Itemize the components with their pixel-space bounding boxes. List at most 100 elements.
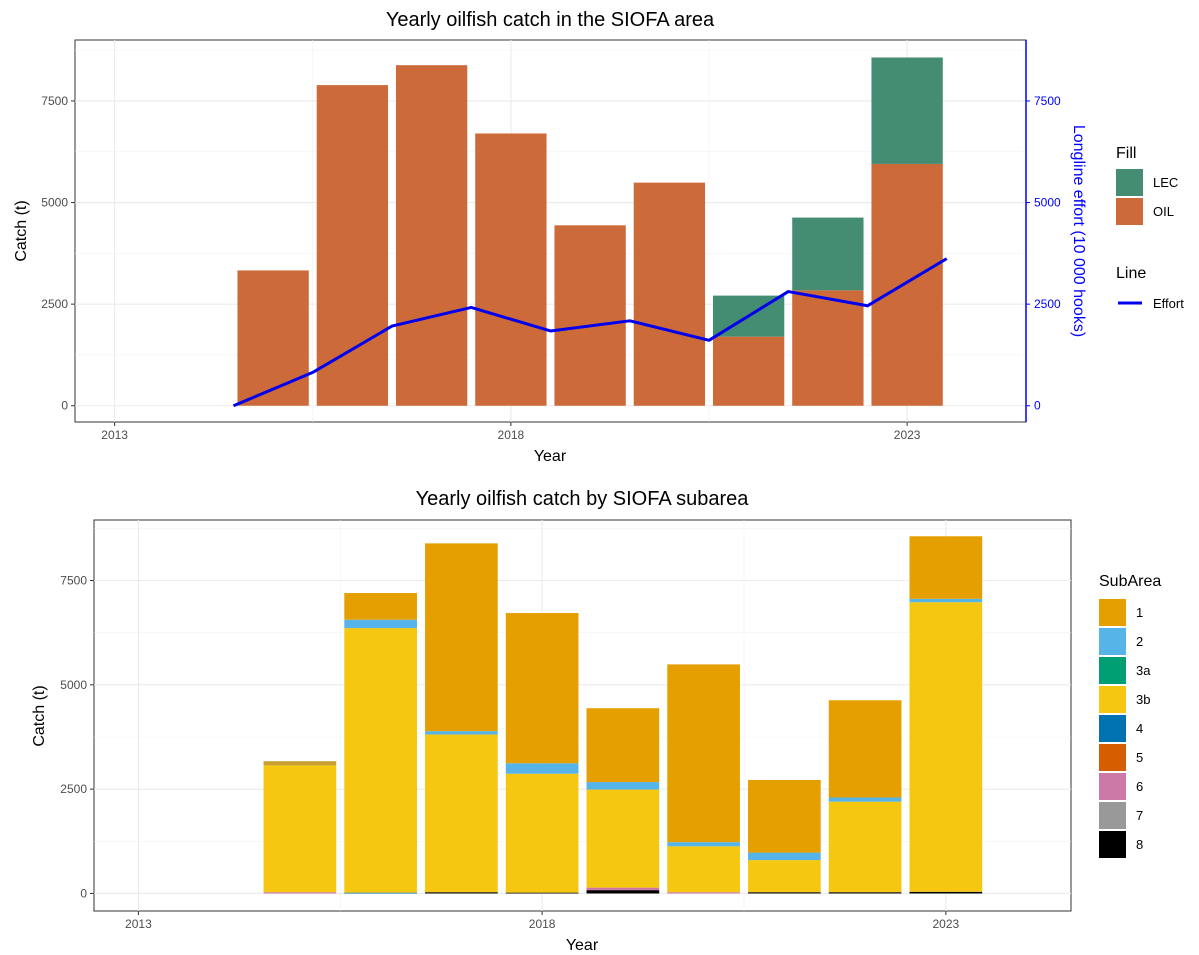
chart1-legend: Fill LEC OIL Line Effort [1116, 145, 1184, 311]
y-tick-label: 5000 [41, 196, 68, 210]
chart1-y2-axis-title: Longline effort (10 000 hooks) [1070, 125, 1087, 337]
x-tick-label: 2018 [529, 917, 556, 931]
legend-swatch-4 [1099, 715, 1126, 742]
x-tick-label: 2023 [932, 917, 959, 931]
legend-label-7: 7 [1136, 808, 1143, 823]
bar-oil-2020 [633, 182, 706, 406]
legend-swatch-1 [1099, 599, 1126, 626]
bar-1-2018 [505, 613, 579, 764]
legend-label-2: 2 [1136, 634, 1143, 649]
bar-8-2022 [828, 892, 902, 894]
legend-swatch-3b [1099, 686, 1126, 713]
bar-2-2017 [425, 731, 498, 735]
bar-1-2017 [425, 543, 498, 732]
bar-6-2019 [586, 887, 660, 891]
bar-4-2016 [344, 892, 417, 894]
bar-3b-2022 [828, 801, 902, 893]
y-tick-label: 2500 [41, 297, 68, 311]
chart2-legend: SubArea 1 2 3a 3b 4 5 6 7 8 [1099, 573, 1161, 858]
legend-label-lec: LEC [1153, 175, 1178, 190]
y-tick-label: 0 [61, 399, 68, 413]
line-legend-title: Line [1116, 265, 1146, 282]
bar-8-2019 [586, 890, 660, 894]
bar-3b-2015 [263, 765, 337, 893]
chart2-y-axis-title: Catch (t) [31, 685, 48, 746]
x-tick-label: 2023 [894, 428, 921, 442]
bar-1-2019 [586, 708, 660, 783]
y-tick-label: 7500 [41, 94, 68, 108]
chart1-effort-line [232, 257, 948, 408]
y2-tick-label: 5000 [1034, 196, 1061, 210]
chart1-x-axis-title: Year [534, 448, 567, 465]
bar-3b-2023 [909, 602, 983, 892]
y2-tick-label: 7500 [1034, 94, 1061, 108]
subarea-legend-title: SubArea [1099, 573, 1161, 590]
legend-label-4: 4 [1136, 721, 1143, 736]
chart1-title: Yearly oilfish catch in the SIOFA area [386, 9, 715, 31]
legend-swatch-5 [1099, 744, 1126, 771]
catch-by-fill-chart: Yearly oilfish catch in the SIOFA area 2… [13, 9, 1184, 465]
legend-swatch-6 [1099, 773, 1126, 800]
legend-label-3b: 3b [1136, 692, 1150, 707]
chart2-panel [93, 519, 1072, 912]
chart2-title: Yearly oilfish catch by SIOFA subarea [416, 488, 750, 510]
y-tick-label: 7500 [60, 574, 87, 588]
bar-oil-2017 [395, 65, 468, 406]
bar-2-2019 [586, 782, 660, 790]
chart2-axes: 2013 2018 2023 0 2500 5000 7500 [60, 574, 959, 931]
bar-3b-2018 [505, 773, 579, 893]
chart1-bars [237, 57, 943, 406]
bar-1-2016 [344, 593, 417, 620]
bar-1-2022 [828, 700, 902, 798]
bar-oil-2021 [712, 336, 785, 406]
chart1-axes: 2013 2018 2023 0 2500 5000 7500 0 2500 5000 7500 [41, 40, 1061, 442]
bar-1-2023 [909, 536, 983, 599]
legend-swatch-7 [1099, 802, 1126, 829]
bar-2-2020 [667, 842, 740, 847]
bar-3b-2017 [425, 734, 498, 893]
bar-3b-2020 [667, 846, 740, 893]
legend-swatch-2 [1099, 628, 1126, 655]
y2-tick-label: 0 [1034, 399, 1041, 413]
bar-2-2016 [344, 619, 417, 629]
bar-3b-2016 [344, 628, 417, 893]
bar-8-2023 [909, 891, 983, 894]
bar-lec-2022 [792, 217, 864, 291]
effort-line [232, 257, 948, 408]
bar-1-2021 [748, 779, 821, 853]
legend-swatch-lec [1116, 169, 1143, 196]
bar-8-2021 [748, 892, 821, 894]
legend-label-8: 8 [1136, 837, 1143, 852]
bar-2-2021 [748, 852, 821, 861]
fill-legend-title: Fill [1116, 145, 1136, 162]
bar-oil-2016 [316, 85, 389, 406]
bar-oil-2023 [871, 163, 943, 406]
chart2-x-axis-title: Year [566, 937, 599, 954]
legend-swatch-8 [1099, 831, 1126, 858]
legend-label-oil: OIL [1153, 204, 1174, 219]
bar-2-2023 [909, 598, 983, 603]
x-tick-label: 2013 [101, 428, 128, 442]
x-tick-label: 2013 [125, 917, 152, 931]
bar-1-2020 [667, 664, 740, 843]
chart2-bars [263, 536, 983, 894]
bar-6-2015 [263, 892, 337, 894]
legend-label-5: 5 [1136, 750, 1143, 765]
bar-2-2018 [505, 763, 579, 774]
legend-label-6: 6 [1136, 779, 1143, 794]
bar-oil-2019 [554, 225, 626, 406]
bar-6-2020 [667, 892, 740, 894]
y2-tick-label: 2500 [1034, 297, 1061, 311]
bar-8-2018 [505, 892, 579, 894]
y-tick-label: 2500 [60, 782, 87, 796]
bar-3b-2021 [748, 860, 821, 893]
y-tick-label: 0 [80, 886, 87, 900]
legend-label-effort: Effort [1153, 296, 1184, 311]
chart1-y-axis-title: Catch (t) [13, 200, 30, 261]
legend-swatch-oil [1116, 198, 1143, 225]
y-tick-label: 5000 [60, 678, 87, 692]
catch-by-subarea-chart: Yearly oilfish catch by SIOFA subarea 20… [31, 488, 1161, 954]
bar-oil-2018 [475, 133, 547, 406]
bar-8-2017 [425, 892, 498, 894]
